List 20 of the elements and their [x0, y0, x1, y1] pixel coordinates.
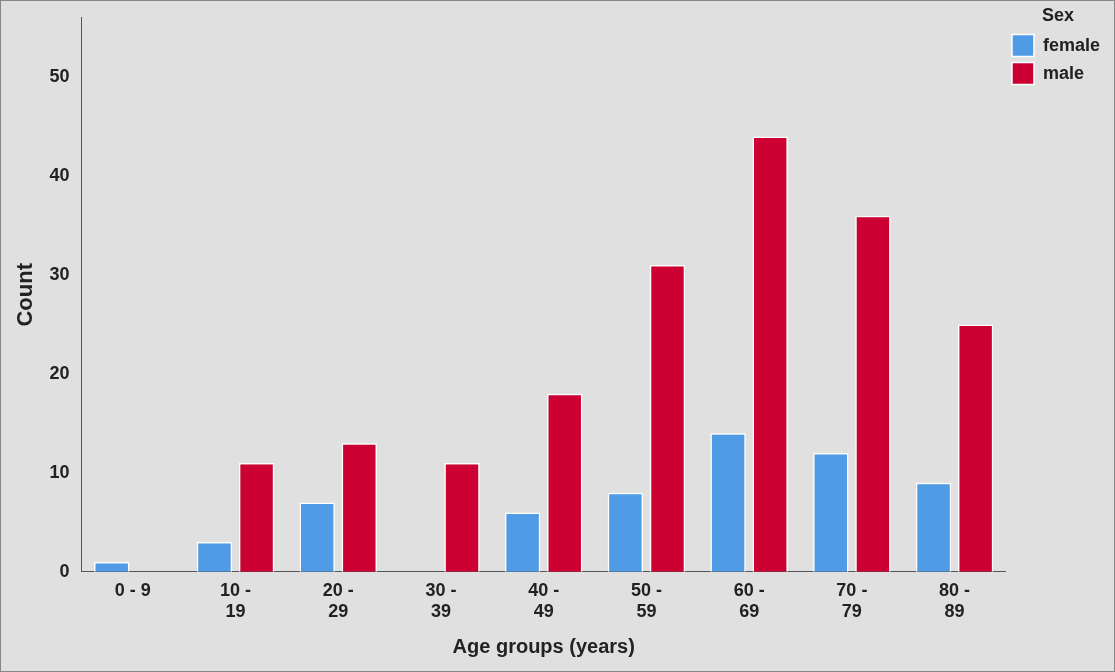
x-tick-label: 30 - 39	[425, 579, 457, 622]
legend-label: female	[1042, 34, 1101, 55]
y-axis-title: Count	[12, 262, 38, 327]
y-tick-label: 20	[49, 362, 70, 383]
y-tick-label: 40	[49, 165, 70, 186]
legend-label: male	[1042, 62, 1084, 83]
legend-title: Sex	[1041, 4, 1074, 25]
y-tick-label: 10	[49, 461, 70, 482]
y-tick-label: 50	[49, 66, 70, 87]
x-tick-label: 20 - 29	[322, 579, 354, 622]
x-tick-label: 80 - 89	[939, 579, 971, 622]
x-axis-title: Age groups (years)	[452, 634, 635, 657]
x-tick-label: 70 - 79	[836, 579, 868, 622]
x-tick-label: 50 - 59	[630, 579, 662, 622]
x-tick-label: 60 - 69	[733, 579, 765, 622]
x-tick-label: 40 - 49	[528, 579, 560, 622]
y-tick-label: 0	[59, 560, 70, 581]
x-tick-label: 0 - 9	[114, 579, 151, 600]
y-tick-label: 30	[49, 263, 70, 284]
x-tick-label: 10 - 19	[220, 579, 252, 622]
